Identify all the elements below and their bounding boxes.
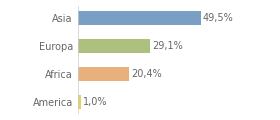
Text: 29,1%: 29,1% — [152, 41, 183, 51]
Bar — [78, 39, 150, 53]
Bar — [78, 67, 129, 81]
Text: 49,5%: 49,5% — [203, 13, 234, 23]
Text: 20,4%: 20,4% — [131, 69, 162, 79]
Bar — [78, 11, 201, 25]
Text: 1,0%: 1,0% — [83, 97, 107, 107]
Bar — [78, 95, 81, 109]
